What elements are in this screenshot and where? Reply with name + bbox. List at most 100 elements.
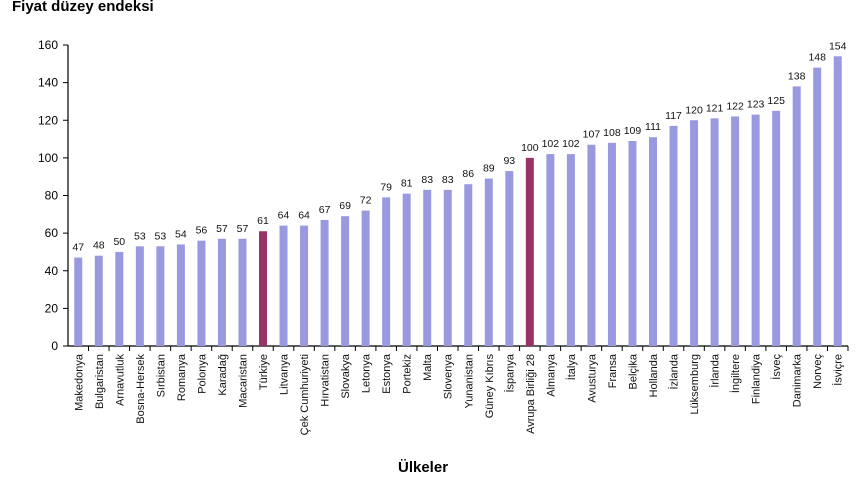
bar-Türkiye	[259, 231, 267, 346]
bar-Belçika	[628, 140, 637, 346]
data-label: 89	[483, 163, 495, 175]
y-tick-label: 120	[38, 113, 58, 127]
x-tick-label: Slovenya	[443, 353, 455, 399]
x-tick-label: Yunanistan	[463, 354, 475, 408]
y-tick-label: 60	[45, 226, 59, 240]
bar-Slovenya	[443, 189, 452, 346]
data-label: 57	[237, 223, 249, 235]
bar-Polonya	[197, 240, 206, 346]
bar-Almanya	[546, 154, 555, 346]
x-tick-label: Hollanda	[648, 353, 660, 397]
x-tick-label: İspanya	[503, 353, 516, 392]
bar-Hırvatistan	[320, 219, 329, 346]
bar-Avrupa Birliği 28	[525, 157, 534, 346]
data-label: 102	[542, 138, 560, 150]
bar-Arnavutluk	[115, 251, 124, 346]
bar-Letonya	[361, 210, 370, 346]
x-tick-label: Bulgaristan	[94, 354, 106, 409]
x-tick-label: Polonya	[196, 353, 208, 394]
x-tick-label: Slovakya	[340, 353, 352, 399]
bar-Estonya	[382, 197, 391, 346]
x-tick-label: Norveç	[812, 354, 824, 389]
x-tick-label: Portekiz	[402, 354, 414, 394]
data-label: 102	[562, 138, 580, 150]
data-label: 100	[521, 142, 539, 154]
data-label: 72	[360, 195, 372, 207]
data-label: 123	[747, 99, 765, 111]
bar-Lüksemburg	[690, 120, 699, 346]
x-tick-label: İrlanda	[709, 353, 722, 388]
x-tick-label: Bosna-Hersek	[135, 354, 147, 424]
bar-İngiltere	[731, 116, 740, 346]
data-label: 122	[726, 100, 744, 112]
data-label: 57	[216, 223, 228, 235]
data-label: 53	[134, 230, 146, 242]
y-tick-label: 80	[45, 189, 59, 203]
x-tick-label: Sırbistan	[155, 354, 167, 397]
x-tick-label: Lüksemburg	[689, 354, 701, 415]
data-label: 69	[339, 200, 351, 212]
x-tick-label: İtalya	[565, 353, 578, 380]
x-tick-label: Çek Cumhuriyeti	[299, 354, 311, 435]
bar-İsveç	[772, 110, 781, 346]
x-tick-label: Litvanya	[279, 353, 291, 395]
data-label: 109	[624, 125, 642, 137]
bar-Litvanya	[279, 225, 288, 346]
data-label: 54	[175, 228, 187, 240]
data-label: 111	[645, 121, 661, 133]
y-tick-label: 140	[38, 76, 58, 90]
data-label: 121	[706, 102, 724, 114]
bar-Norveç	[813, 67, 822, 346]
bar-İtalya	[566, 154, 575, 346]
data-label: 120	[685, 104, 703, 116]
data-label: 107	[583, 129, 601, 141]
y-tick-label: 160	[38, 38, 58, 52]
bar-Güney Kıbrıs	[484, 178, 493, 346]
x-tick-label: İngiltere	[729, 354, 742, 393]
bar-Sırbistan	[156, 246, 165, 346]
bar-Malta	[423, 189, 432, 346]
y-tick-label: 0	[51, 339, 58, 353]
bar-Çek Cumhuriyeti	[300, 225, 309, 346]
bar-Romanya	[176, 244, 185, 346]
data-label: 93	[503, 155, 515, 167]
x-tick-label: İsveç	[770, 354, 783, 380]
data-label: 56	[196, 225, 208, 237]
x-tick-label: Arnavutluk	[114, 354, 126, 406]
y-tick-label: 20	[45, 301, 59, 315]
x-tick-label: Hırvatistan	[320, 354, 332, 407]
x-tick-label: Malta	[422, 353, 434, 381]
bar-Bosna-Hersek	[135, 246, 144, 346]
x-tick-label: Letonya	[361, 353, 373, 393]
bar-Danimarka	[792, 86, 801, 346]
x-tick-label: Danimarka	[792, 353, 804, 407]
x-tick-label: Romanya	[176, 353, 188, 401]
data-label: 117	[665, 110, 682, 122]
bar-İzlanda	[669, 125, 678, 346]
bar-Bulgaristan	[94, 255, 103, 346]
x-tick-label: Avrupa Birliği 28	[525, 354, 537, 434]
data-label: 86	[462, 168, 474, 180]
data-label: 53	[155, 230, 167, 242]
x-tick-label: Karadağ	[217, 354, 229, 396]
x-tick-label: İsviçre	[832, 354, 845, 386]
data-label: 47	[72, 242, 84, 254]
bar-Karadağ	[217, 238, 226, 346]
y-tick-label: 40	[45, 264, 59, 278]
data-label: 64	[298, 210, 310, 222]
data-label: 48	[93, 240, 105, 252]
data-label: 64	[278, 210, 290, 222]
bar-Avusturya	[587, 144, 596, 346]
data-label: 50	[113, 236, 125, 248]
x-tick-label: Almanya	[545, 353, 557, 397]
bar-Portekiz	[402, 193, 411, 346]
y-tick-label: 100	[38, 151, 58, 165]
data-label: 125	[767, 95, 785, 107]
y-axis-title: Fiyat düzey endeksi	[12, 0, 154, 15]
data-label: 148	[808, 52, 826, 64]
data-label: 79	[380, 181, 392, 193]
bar-İspanya	[505, 171, 514, 346]
x-tick-label: Güney Kıbrıs	[484, 354, 496, 419]
data-label: 154	[829, 40, 847, 52]
